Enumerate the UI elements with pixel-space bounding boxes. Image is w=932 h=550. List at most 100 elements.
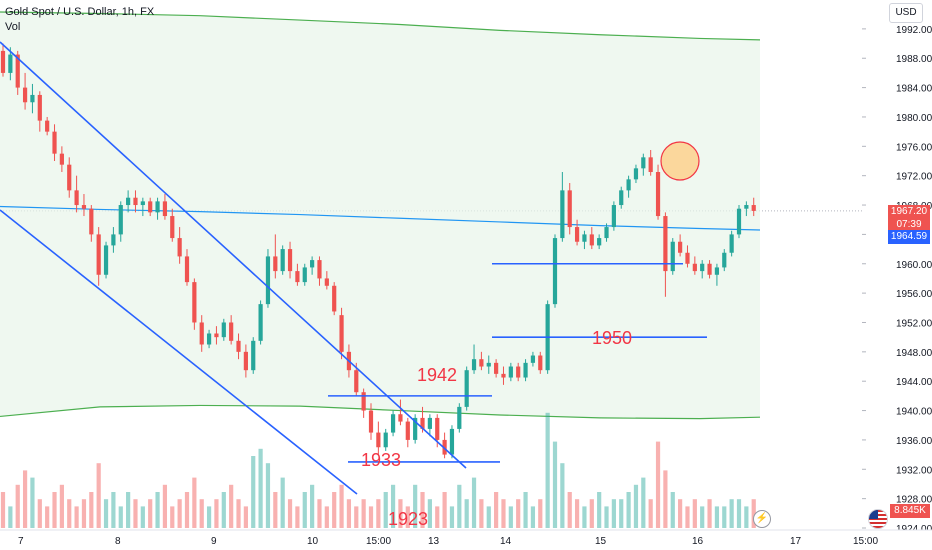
candle-body xyxy=(567,190,572,228)
candle-body xyxy=(243,351,248,371)
volume-bar xyxy=(464,499,469,528)
price-tick-label: 1984.00 xyxy=(896,84,932,95)
volume-bar xyxy=(280,477,285,528)
volume-bar xyxy=(15,484,20,528)
currency-button[interactable]: USD xyxy=(889,3,923,23)
candle-body xyxy=(89,208,94,235)
candle-body xyxy=(184,256,190,283)
candle-body xyxy=(494,362,499,374)
candle-body xyxy=(310,260,315,268)
candle-body xyxy=(280,249,285,272)
highlight-circle xyxy=(660,141,700,181)
candle-body xyxy=(162,201,168,217)
candle-body xyxy=(133,197,138,206)
candle-body xyxy=(574,227,580,242)
volume-bar xyxy=(729,499,734,528)
candle-body xyxy=(648,157,653,173)
candle-body xyxy=(751,205,756,211)
candle-body xyxy=(655,172,661,217)
candle-body xyxy=(74,190,79,206)
candle-body xyxy=(37,94,42,121)
candle-body xyxy=(206,333,212,345)
candle-body xyxy=(604,227,609,239)
candle-body xyxy=(126,197,131,206)
volume-bar xyxy=(560,463,565,528)
candle-body xyxy=(582,234,587,242)
time-tick-label: 16 xyxy=(692,536,704,547)
volume-bar xyxy=(530,506,536,528)
candle-body xyxy=(413,417,418,440)
volume-bar xyxy=(413,484,418,528)
price-tick-label: 1976.00 xyxy=(896,142,932,153)
volume-bar xyxy=(155,492,160,528)
volume-bar xyxy=(221,492,226,528)
volume-bar xyxy=(376,499,381,528)
candle-body xyxy=(714,267,720,275)
candle-body xyxy=(295,271,300,283)
volume-bar xyxy=(287,499,293,528)
volume-bar xyxy=(722,506,727,528)
upper-trendline xyxy=(0,41,467,469)
candle-body xyxy=(435,417,440,440)
volume-bar xyxy=(251,456,256,528)
candle-body xyxy=(45,120,50,132)
volume-bar xyxy=(648,499,653,528)
volume-bar xyxy=(611,499,616,528)
volume-bar xyxy=(589,499,594,528)
volume-bar xyxy=(74,506,79,528)
volume-bar xyxy=(516,499,521,528)
candle-body xyxy=(589,234,594,246)
volume-bar xyxy=(368,506,374,528)
time-tick-label: 15:00 xyxy=(853,536,878,547)
volume-bar xyxy=(619,499,624,528)
volume-bar xyxy=(317,499,322,528)
candle-body xyxy=(361,392,366,411)
candle-body xyxy=(67,164,72,191)
candle-body xyxy=(486,362,491,367)
ma-price-badge: 1964.59 xyxy=(888,230,930,244)
volume-bar xyxy=(354,506,359,528)
countdown-value: 07:39 xyxy=(896,219,922,230)
volume-bar xyxy=(265,463,271,528)
time-axis-background xyxy=(0,530,932,550)
volume-bar xyxy=(273,492,278,528)
volume-bar xyxy=(206,506,212,528)
candle-body xyxy=(729,234,734,253)
volume-bar xyxy=(678,499,683,528)
candle-body xyxy=(302,267,307,283)
candle-body xyxy=(398,414,403,422)
candle-body xyxy=(633,168,639,180)
volume-bar xyxy=(508,506,513,528)
candle-body xyxy=(707,263,712,275)
volume-bar xyxy=(471,477,477,528)
candle-body xyxy=(670,241,675,272)
lightning-icon[interactable]: ⚡ xyxy=(753,510,771,528)
candle-body xyxy=(192,282,197,323)
volume-bar xyxy=(37,499,42,528)
candle-body xyxy=(170,216,175,239)
candle-body xyxy=(744,205,749,209)
volume-bar xyxy=(707,499,712,528)
candle-body xyxy=(700,263,705,272)
price-tick-label: 1980.00 xyxy=(896,113,932,124)
candle-body xyxy=(427,417,432,429)
time-tick-label: 15 xyxy=(595,536,607,547)
volume-bar xyxy=(405,506,410,528)
candle-body xyxy=(354,370,359,393)
candle-body xyxy=(516,366,521,378)
volume-bar xyxy=(310,484,315,528)
volume-bar xyxy=(670,492,675,528)
time-tick-label: 7 xyxy=(18,536,24,547)
volume-bar xyxy=(663,470,668,528)
time-tick-label: 10 xyxy=(307,536,319,547)
candle-body xyxy=(0,50,6,73)
volume-bar xyxy=(479,499,484,528)
volume-bar xyxy=(162,484,168,528)
volume-bar xyxy=(383,492,388,528)
symbol-title: Gold Spot / U.S. Dollar, 1h, FX xyxy=(5,6,155,18)
volume-bar xyxy=(111,492,116,528)
candle-body xyxy=(619,190,624,206)
volume-bar xyxy=(582,506,587,528)
candle-body xyxy=(258,304,263,341)
